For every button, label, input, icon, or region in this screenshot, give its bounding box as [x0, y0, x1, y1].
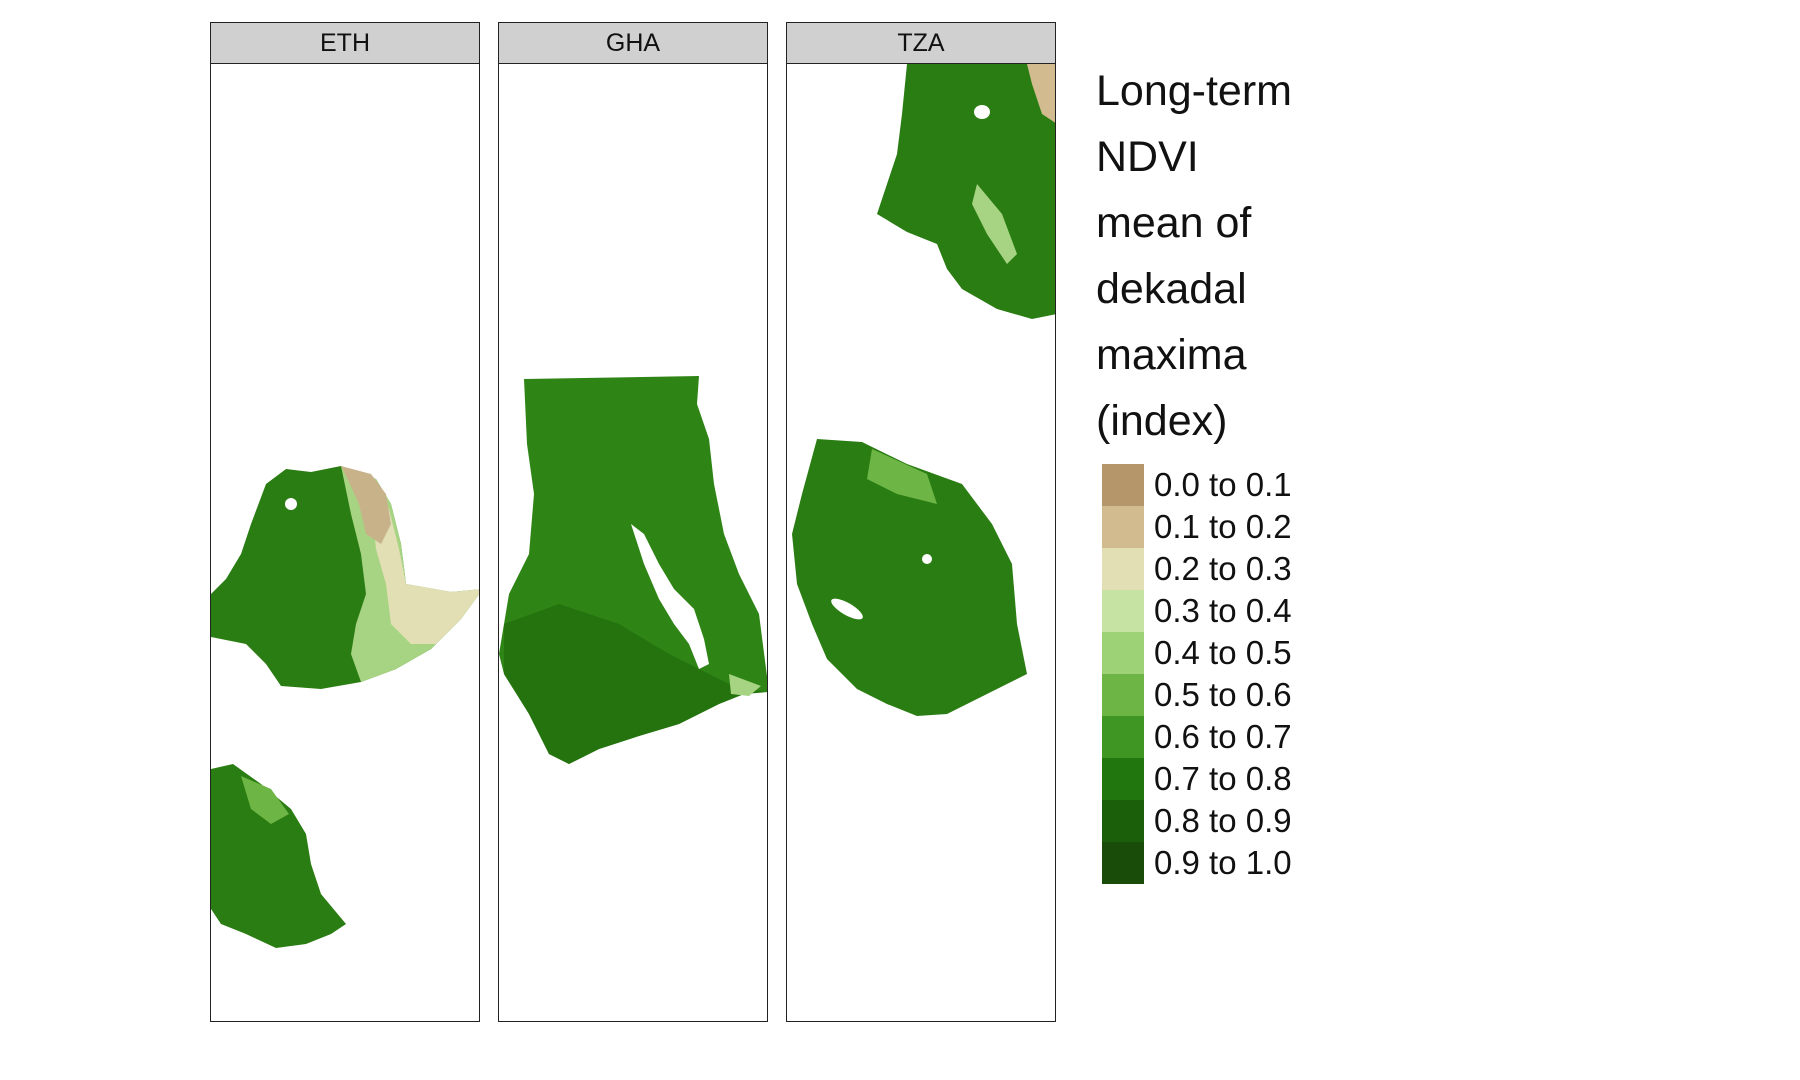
map-eth [211, 466, 479, 948]
legend-label: 0.2 to 0.3 [1154, 550, 1292, 587]
legend-title-line: dekadal [1096, 265, 1247, 313]
legend-item: 0.7 to 0.8 [1096, 758, 1356, 800]
map-frame-gha [498, 63, 768, 1022]
legend: Long-term NDVI mean of dekadal maxima (i… [1096, 58, 1356, 884]
facet-strip-gha: GHA [498, 22, 768, 64]
legend-item: 0.9 to 1.0 [1096, 842, 1356, 884]
lake-volta [631, 524, 709, 669]
legend-title-line: Long-term [1096, 67, 1292, 115]
legend-label: 0.1 to 0.2 [1154, 508, 1292, 545]
facet-panel-gha: GHA [498, 22, 768, 1022]
legend-swatch [1102, 758, 1144, 800]
region-tanzania-fragment [211, 764, 346, 948]
legend-label: 0.7 to 0.8 [1154, 760, 1292, 797]
legend-swatch [1102, 842, 1144, 884]
legend-item: 0.2 to 0.3 [1096, 548, 1356, 590]
legend-swatch [1102, 590, 1144, 632]
legend-title-line: mean of [1096, 199, 1252, 247]
legend-swatch [1102, 506, 1144, 548]
map-tza [792, 64, 1055, 716]
legend-label: 0.6 to 0.7 [1154, 718, 1292, 755]
facet-strip-tza: TZA [786, 22, 1056, 64]
legend-title-line: NDVI [1096, 133, 1199, 181]
facet-strip-eth: ETH [210, 22, 480, 64]
legend-swatch [1102, 632, 1144, 674]
legend-title: Long-term NDVI mean of dekadal maxima (i… [1096, 58, 1356, 454]
region-ghana-south [504, 604, 764, 764]
legend-label: 0.9 to 1.0 [1154, 844, 1292, 881]
legend-swatch [1102, 674, 1144, 716]
map-frame-tza [786, 63, 1056, 1022]
facet-panel-tza: TZA [786, 22, 1056, 1022]
legend-item: 0.6 to 0.7 [1096, 716, 1356, 758]
legend-swatch [1102, 548, 1144, 590]
lake-tana [285, 498, 297, 510]
region-ethiopia-dry [371, 494, 479, 644]
legend-label: 0.0 to 0.1 [1154, 466, 1292, 503]
region-kenya-fragment [877, 64, 1055, 319]
map-gha [499, 376, 767, 764]
legend-label: 0.5 to 0.6 [1154, 676, 1292, 713]
legend-swatch [1102, 800, 1144, 842]
legend-item: 0.5 to 0.6 [1096, 674, 1356, 716]
legend-title-line: (index) [1096, 397, 1228, 445]
legend-label: 0.8 to 0.9 [1154, 802, 1292, 839]
legend-items: 0.0 to 0.1 0.1 to 0.2 0.2 to 0.3 0.3 to 0.4… [1096, 464, 1356, 884]
legend-title-line: maxima [1096, 331, 1247, 379]
region-tanzania [792, 439, 1027, 716]
region-ethiopia [211, 466, 479, 689]
facet-panel-eth: ETH [210, 22, 480, 1022]
legend-item: 0.1 to 0.2 [1096, 506, 1356, 548]
legend-swatch [1102, 716, 1144, 758]
legend-item: 0.3 to 0.4 [1096, 590, 1356, 632]
legend-item: 0.4 to 0.5 [1096, 632, 1356, 674]
map-frame-eth [210, 63, 480, 1022]
legend-label: 0.4 to 0.5 [1154, 634, 1292, 671]
legend-item: 0.0 to 0.1 [1096, 464, 1356, 506]
legend-label: 0.3 to 0.4 [1154, 592, 1292, 629]
legend-swatch [1102, 464, 1144, 506]
region-afar [341, 466, 391, 544]
legend-item: 0.8 to 0.9 [1096, 800, 1356, 842]
